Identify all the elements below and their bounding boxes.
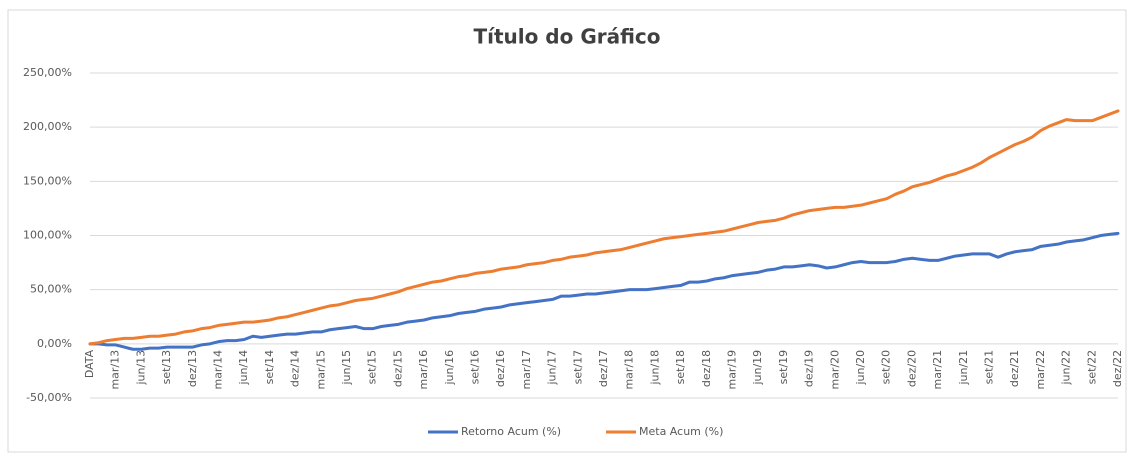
x-tick-label: jun/18 [648,350,661,386]
chart-frame [7,9,1127,453]
y-tick-label: 50,00% [30,283,72,296]
x-tick-label: mar/16 [417,350,430,390]
x-tick-label: dez/13 [186,350,199,387]
x-tick-label: set/19 [777,350,790,385]
x-tick-label: mar/21 [931,350,944,390]
x-tick-label: mar/20 [828,350,841,390]
x-tick-label: jun/16 [443,350,456,386]
x-tick-label: mar/13 [109,350,122,390]
x-tick-label: dez/18 [700,350,713,387]
x-tick-label: dez/16 [494,350,507,387]
x-tick-label: jun/17 [546,350,559,386]
x-tick-label: dez/14 [289,350,302,387]
y-tick-label: 200,00% [23,120,72,133]
x-tick-label: dez/17 [597,350,610,387]
x-tick-label: mar/18 [623,350,636,390]
x-tick-label: dez/20 [905,350,918,387]
x-tick-label: dez/21 [1008,350,1021,387]
x-tick-label: set/14 [263,350,276,385]
x-tick-label: dez/15 [391,350,404,387]
y-tick-label: 250,00% [23,66,72,79]
x-tick-label: jun/13 [134,350,147,386]
x-tick-label: jun/22 [1060,350,1073,386]
x-tick-label: jun/21 [957,350,970,386]
x-tick-label: jun/20 [854,350,867,386]
x-tick-label: jun/15 [340,350,353,386]
x-tick-label: mar/14 [212,350,225,390]
legend-label: Retorno Acum (%) [461,425,561,438]
x-tick-label: set/15 [366,350,379,385]
y-tick-label: 150,00% [23,174,72,187]
x-tick-label: set/18 [674,350,687,385]
x-tick-label: mar/15 [314,350,327,390]
x-tick-label: dez/22 [1111,350,1124,387]
x-tick-label: mar/17 [520,350,533,390]
x-tick-label: jun/14 [237,350,250,386]
chart-title: Título do Gráfico [473,25,660,49]
line-series [88,231,1120,351]
x-tick-label: DATA [83,349,96,378]
x-tick-label: mar/19 [726,350,739,390]
x-tick-label: set/16 [469,350,482,385]
y-tick-label: -50,00% [26,391,72,404]
y-tick-label: 100,00% [23,229,72,242]
x-tick-label: set/13 [160,350,173,385]
x-tick-label: mar/22 [1034,350,1047,390]
x-tick-label: set/17 [571,350,584,385]
legend-label: Meta Acum (%) [639,425,723,438]
y-tick-label: 0,00% [37,337,72,350]
x-tick-label: jun/19 [751,350,764,386]
x-tick-label: set/21 [983,350,996,385]
line-series [88,109,1120,346]
x-tick-label: dez/19 [803,350,816,387]
x-tick-label: set/20 [880,350,893,385]
x-tick-label: set/22 [1085,350,1098,385]
